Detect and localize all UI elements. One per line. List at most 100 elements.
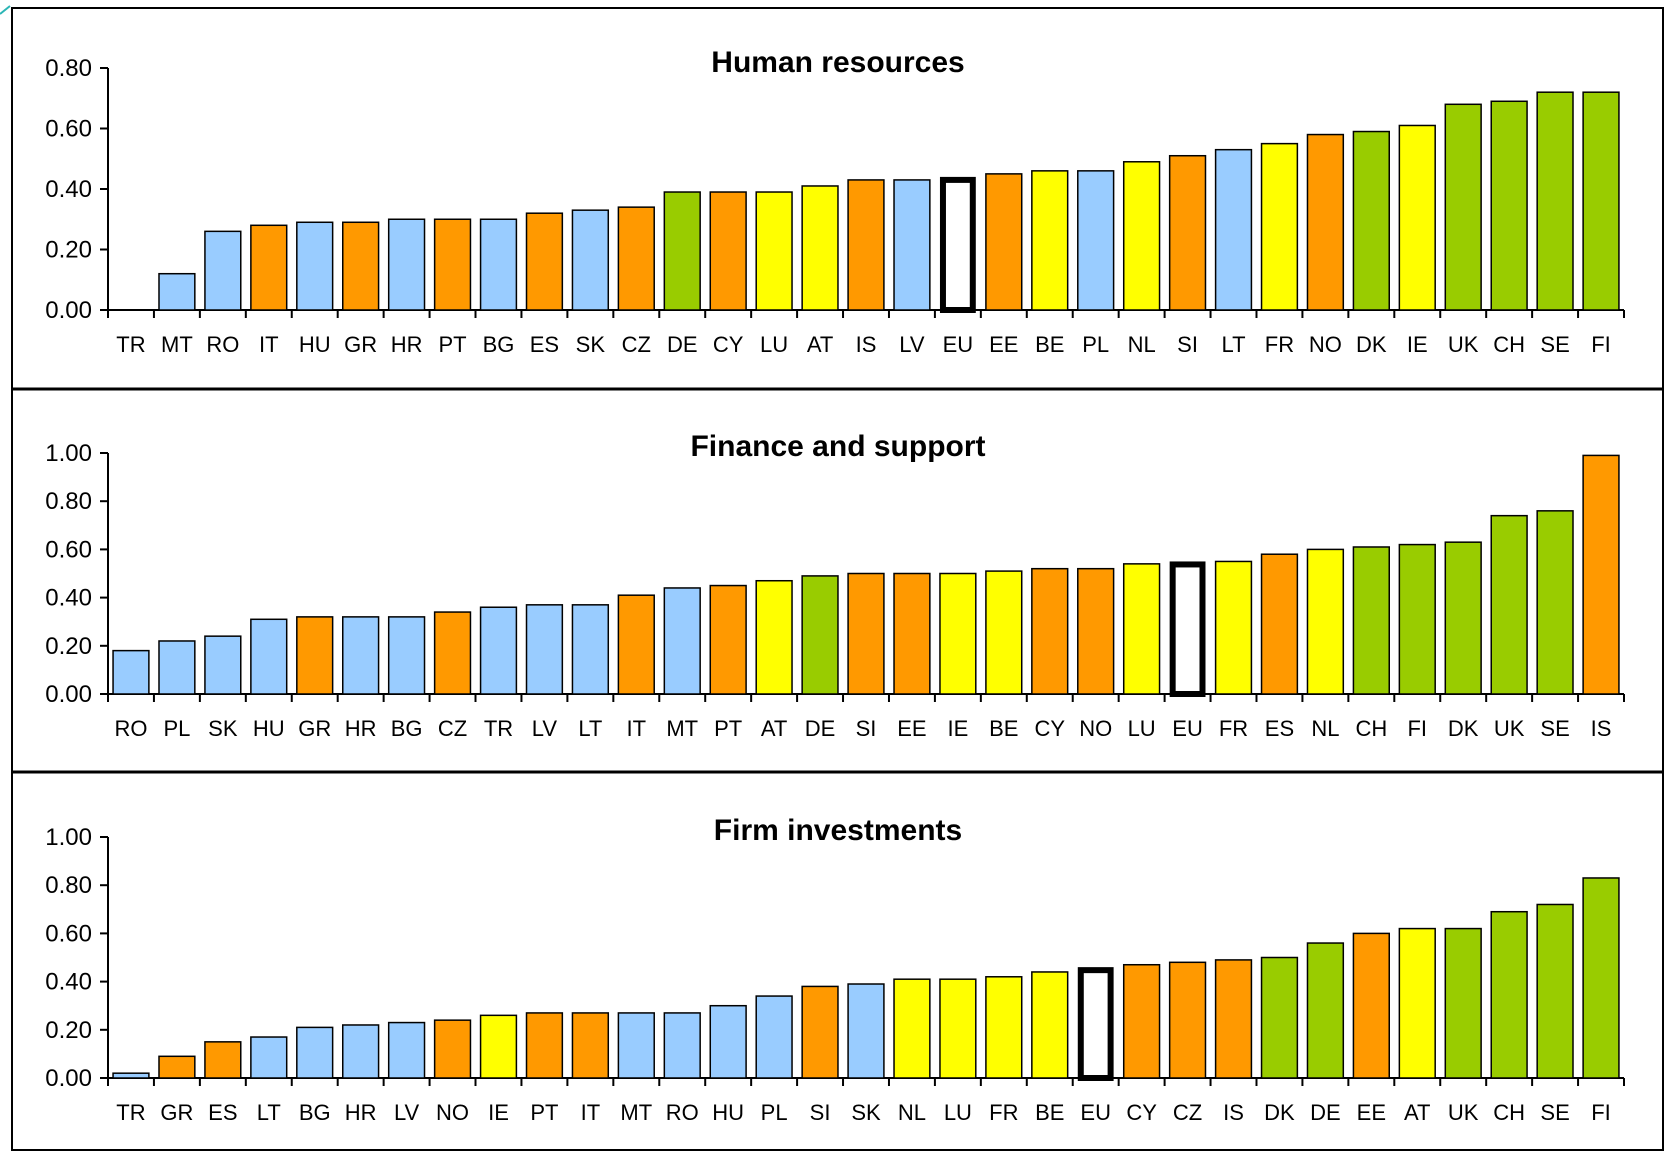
bar-is	[1214, 959, 1253, 1079]
bar-uk	[1444, 927, 1482, 1079]
bar-cz	[433, 611, 472, 695]
bar-mt	[158, 272, 196, 311]
bar-ie	[1398, 124, 1436, 311]
x-tick-label: FR	[1265, 332, 1294, 357]
x-tick-label: DE	[667, 332, 698, 357]
chart-title: Human resources	[711, 46, 964, 79]
x-tick-label: EU	[1172, 716, 1203, 741]
x-tick-label: FR	[1219, 716, 1248, 741]
bar-se	[1536, 91, 1574, 311]
x-tick-label: MT	[161, 332, 193, 357]
bar-lu	[1122, 563, 1161, 695]
x-tick-label: CZ	[438, 716, 467, 741]
x-tick-label: AT	[807, 332, 833, 357]
x-tick-label: UK	[1448, 1100, 1479, 1125]
figure-frame	[11, 7, 1664, 1151]
corner-mark	[0, 5, 11, 15]
bar-hu	[709, 1004, 747, 1079]
y-tick-label: 0.60	[45, 116, 92, 143]
y-tick-label: 0.00	[45, 681, 92, 708]
x-tick-label: LT	[257, 1100, 281, 1125]
x-tick-label: NL	[1311, 716, 1339, 741]
x-tick-label: CY	[713, 332, 744, 357]
y-tick-label: 0.00	[45, 297, 92, 324]
x-tick-label: PT	[438, 332, 466, 357]
bar-fr	[985, 976, 1023, 1079]
bar-lt	[571, 604, 610, 695]
bar-pt	[709, 584, 747, 695]
bar-ie	[479, 1014, 518, 1079]
bar-mt	[663, 587, 701, 695]
x-tick-label: BE	[1035, 1100, 1064, 1125]
bar-dk	[1352, 130, 1390, 311]
x-tick-label: SI	[856, 716, 877, 741]
x-tick-label: MT	[620, 1100, 652, 1125]
bar-pl	[1077, 170, 1115, 311]
x-tick-label: SK	[576, 332, 606, 357]
x-tick-label: RO	[114, 716, 147, 741]
bar-ee	[985, 173, 1023, 311]
x-tick-label: UK	[1494, 716, 1525, 741]
bar-it	[571, 1012, 610, 1079]
bar-si	[801, 985, 839, 1079]
x-tick-label: RO	[206, 332, 239, 357]
bar-is	[1582, 454, 1620, 695]
bar-hr	[342, 1024, 380, 1079]
y-tick-label: 0.20	[45, 237, 92, 264]
bar-lu	[939, 978, 977, 1079]
y-tick-label: 0.20	[45, 633, 92, 660]
bar-is	[847, 179, 885, 311]
bar-es	[1260, 553, 1299, 695]
bar-hu	[250, 618, 288, 695]
bar-ch	[1490, 100, 1528, 311]
bar-ee	[1352, 932, 1390, 1079]
x-tick-label: SK	[208, 716, 238, 741]
x-tick-label: FI	[1591, 1100, 1611, 1125]
x-tick-label: IS	[1223, 1100, 1244, 1125]
x-tick-label: CZ	[622, 332, 651, 357]
x-tick-label: IT	[259, 332, 279, 357]
bar-no	[433, 1019, 472, 1079]
bar-si	[1168, 154, 1207, 311]
x-tick-label: HU	[253, 716, 285, 741]
bar-ro	[204, 230, 242, 311]
bar-fi	[1398, 543, 1436, 695]
bar-cz	[617, 206, 655, 311]
bar-sk	[204, 635, 242, 695]
bar-sk	[847, 983, 885, 1079]
x-tick-label: NO	[1079, 716, 1112, 741]
x-tick-label: TR	[116, 1100, 145, 1125]
bar-pl	[755, 995, 793, 1079]
bar-be	[1031, 971, 1069, 1079]
bar-ie	[939, 572, 977, 695]
bar-eu	[939, 176, 976, 313]
bar-pl	[158, 640, 196, 695]
bar-be	[985, 570, 1023, 695]
x-tick-label: LU	[760, 332, 788, 357]
bar-gr	[296, 616, 334, 695]
y-tick-label: 0.80	[45, 488, 92, 515]
bar-hr	[342, 616, 380, 695]
bar-be	[1031, 170, 1069, 311]
y-tick-label: 0.40	[45, 176, 92, 203]
x-tick-label: SK	[851, 1100, 881, 1125]
x-tick-label: PL	[761, 1100, 788, 1125]
x-tick-label: IS	[856, 332, 877, 357]
bar-bg	[296, 1026, 334, 1079]
bar-nl	[1306, 548, 1345, 695]
bar-pt	[525, 1012, 564, 1079]
x-tick-label: PT	[714, 716, 742, 741]
x-tick-label: HR	[345, 716, 377, 741]
bar-cy	[1031, 567, 1069, 695]
x-tick-label: ES	[208, 1100, 237, 1125]
x-tick-label: ES	[1265, 716, 1294, 741]
bar-tr	[479, 606, 518, 695]
x-tick-label: EU	[1080, 1100, 1111, 1125]
x-tick-label: SE	[1540, 332, 1569, 357]
y-tick-label: 0.20	[45, 1017, 92, 1044]
x-tick-label: SE	[1540, 716, 1569, 741]
x-tick-label: IE	[947, 716, 968, 741]
x-tick-label: CY	[1034, 716, 1065, 741]
x-tick-label: NL	[1128, 332, 1156, 357]
x-tick-label: IT	[581, 1100, 601, 1125]
